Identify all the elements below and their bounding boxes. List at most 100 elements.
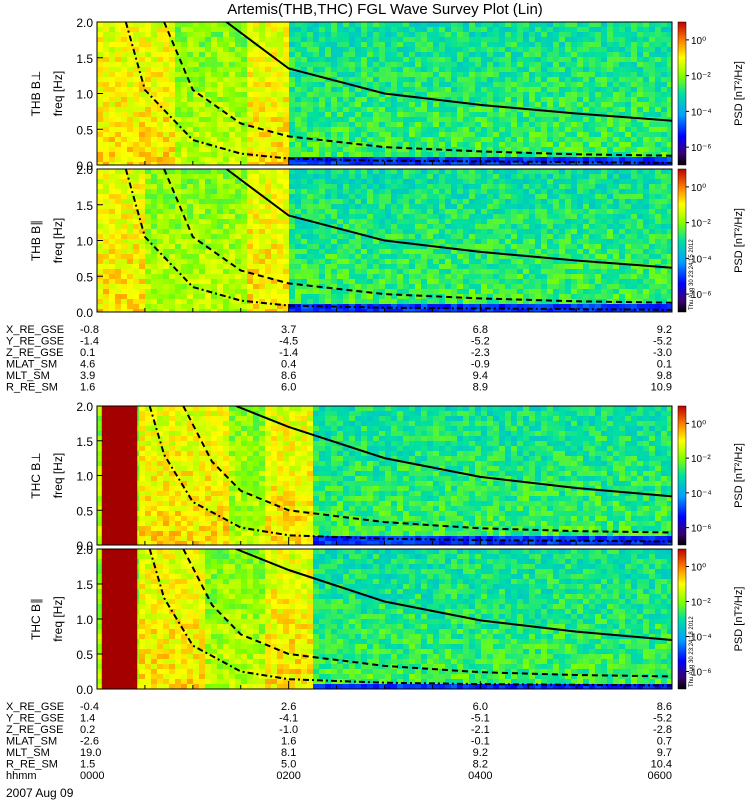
spectrogram-cell [349,122,356,128]
spectrogram-cell [259,229,266,235]
spectrogram-cell [265,219,272,225]
spectrogram-cell [613,32,620,38]
spectrogram-cell [625,67,632,73]
spectrogram-cell [409,209,416,215]
spectrogram-cell [643,102,650,108]
spectrogram-cell [199,169,206,175]
spectrogram-cell [577,42,584,48]
spectrogram-cell [241,279,248,285]
spectrogram-cell [367,157,374,163]
spectrogram-cell [535,32,542,38]
spectrogram-cell [493,97,500,103]
spectrogram-cell [547,67,554,73]
spectrogram-cell [373,162,380,165]
spectrogram-cell [493,279,500,285]
spectrogram-cell [481,284,488,290]
spectrogram-cell [655,137,662,143]
spectrogram-cell [439,42,446,48]
spectrogram-cell [421,189,428,195]
spectrogram-cell [133,32,140,38]
spectrogram-cell [595,137,602,143]
spectrogram-cell [337,112,344,118]
spectrogram-cell [337,147,344,153]
spectrogram-cell [379,309,386,312]
spectrogram-cell [151,122,158,128]
spectrogram-cell [601,137,608,143]
spectrogram-cell [379,132,386,138]
spectrogram-cell [361,284,368,290]
spectrogram-cell [283,127,290,133]
spectrogram-cell [421,67,428,73]
spectrogram-cell [157,239,164,245]
spectrogram-cell [163,67,170,73]
spectrogram-cell [181,97,188,103]
spectrogram-cell [223,102,230,108]
spectrogram-cell [445,32,452,38]
spectrogram-cell [223,127,230,133]
spectrogram-cell [211,77,218,83]
spectrogram-cell [259,234,266,240]
spectrogram-cell [337,152,344,158]
spectrogram-cell [487,214,494,220]
spectrogram-cell [649,147,656,153]
spectrogram-cell [565,92,572,98]
spectrogram-cell [421,309,428,312]
spectrogram-cell [475,259,482,265]
spectrogram-cell [577,162,584,165]
spectrogram-cell [253,179,260,185]
spectrogram-cell [529,304,536,310]
spectrogram-cell [145,284,152,290]
spectrogram-cell [217,32,224,38]
spectrogram-cell [433,274,440,280]
spectrogram-cell [295,264,302,270]
spectrogram-cell [475,269,482,275]
spectrogram-cell [529,152,536,158]
spectrogram-cell [391,77,398,83]
spectrogram-cell [559,132,566,138]
spectrogram-cell [127,174,134,180]
spectrogram-cell [481,97,488,103]
spectrogram-cell [217,137,224,143]
spectrogram-cell [343,229,350,235]
spectrogram-cell [589,52,596,58]
spectrogram-cell [487,284,494,290]
spectrogram-cell [337,299,344,305]
spectrogram-cell [229,67,236,73]
spectrogram-cell [349,224,356,230]
spectrogram-cell [379,147,386,153]
spectrogram-cell [451,259,458,265]
spectrogram-cell [343,264,350,270]
spectrogram-cell [529,117,536,123]
spectrogram-cell [421,249,428,255]
spectrogram-cell [193,87,200,93]
spectrogram-cell [205,189,212,195]
spectrogram-cell [367,184,374,190]
spectrogram-cell [169,274,176,280]
spectrogram-cell [325,57,332,63]
spectrogram-cell [175,37,182,43]
spectrogram-cell [613,117,620,123]
spectrogram-cell [151,259,158,265]
spectrogram-cell [499,214,506,220]
spectrogram-cell [133,72,140,78]
spectrogram-cell [535,57,542,63]
spectrogram-cell [151,32,158,38]
spectrogram-cell [139,112,146,118]
spectrogram-cell [253,137,260,143]
spectrogram-cell [295,97,302,103]
spectrogram-cell [247,147,254,153]
spectrogram-cell [97,259,104,265]
spectrogram-cell [331,152,338,158]
spectrogram-cell [325,249,332,255]
spectrogram-cell [331,37,338,43]
spectrogram-cell [589,157,596,163]
spectrogram-cell [235,112,242,118]
spectrogram-cell [451,179,458,185]
spectrogram-cell [457,269,464,275]
spectrogram-cell [211,42,218,48]
spectrogram-cell [271,259,278,265]
spectrogram-cell [445,122,452,128]
spectrogram-cell [493,127,500,133]
spectrogram-cell [589,67,596,73]
spectrogram-cell [631,142,638,148]
